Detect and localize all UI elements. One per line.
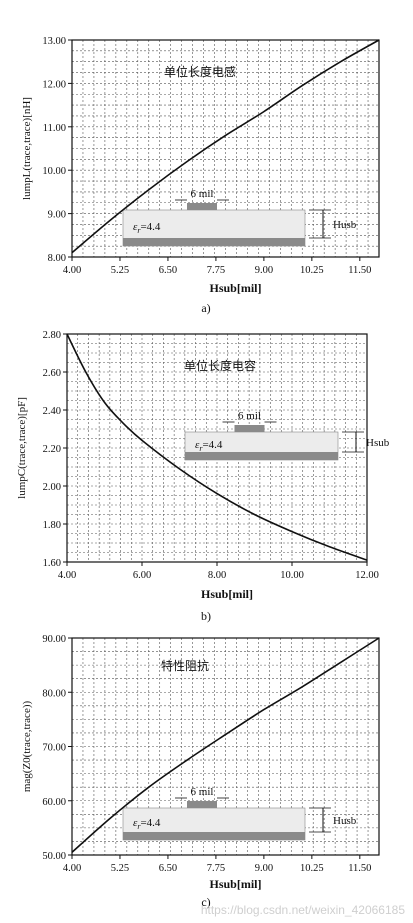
permittivity-label: εr=4.4 [133, 221, 161, 235]
x-tick-label: 10.25 [300, 265, 324, 276]
x-axis-label: Hsub[mil] [209, 281, 261, 295]
stackup-inset: 6 mil εr=4.4 Husb [122, 786, 357, 841]
x-tick-label: 7.75 [207, 265, 225, 276]
y-tick-label: 2.80 [43, 330, 61, 341]
width-label: 6 mil [238, 410, 261, 422]
y-tick-label: 2.00 [43, 482, 61, 493]
x-tick-label: 5.25 [111, 265, 129, 276]
x-axis-label: Hsub[mil] [201, 587, 253, 601]
ground-plane [123, 238, 305, 246]
y-axis-label: lumpL(trace,trace)[nH] [21, 97, 33, 200]
y-tick-label: 50.00 [42, 851, 66, 862]
height-label: Hsub [366, 437, 390, 449]
chart-3: 50.00 60.00 70.00 80.00 90.00 4.00 5.25 6.50 7.7… [21, 634, 380, 909]
y-tick-label: 1.80 [43, 520, 61, 531]
chart-1: 8.00 9.00 10.00 11.00 12.00 13.00 4.00 5.25 6.50… [21, 36, 380, 315]
y-tick-label: 60.00 [42, 797, 66, 808]
chart-title: 单位长度电感 [164, 64, 236, 79]
y-tick-label: 90.00 [42, 634, 66, 645]
y-axis-label: mag(Z0(trace,trace)) [21, 701, 33, 793]
x-tick-label: 6.00 [133, 570, 151, 581]
stackup-inset: 6 mil εr=4.4 Hsub [184, 410, 390, 461]
x-tick-label: 9.00 [255, 863, 273, 874]
chart-title: 单位长度电容 [184, 358, 256, 373]
plot-frame [71, 39, 380, 258]
watermark: https://blog.csdn.net/weixin_42066185 [200, 903, 405, 917]
chart-2: 1.60 1.80 2.00 2.20 2.40 2.60 2.80 4.00 6.00 8.00… [16, 330, 390, 623]
y-tick-label: 80.00 [42, 688, 66, 699]
x-tick-label: 4.00 [63, 265, 81, 276]
y-tick-label: 2.60 [43, 368, 61, 379]
trace-conductor [187, 203, 217, 210]
x-tick-label: 4.00 [63, 863, 81, 874]
y-tick-label: 11.00 [43, 123, 66, 134]
x-tick-label: 10.25 [300, 863, 324, 874]
series-line [71, 637, 380, 853]
series-line [66, 333, 368, 561]
x-tick-label: 9.00 [255, 265, 273, 276]
figure-caption: a) [201, 301, 210, 315]
x-tick-label: 5.25 [111, 863, 129, 874]
x-tick-label: 12.00 [355, 570, 379, 581]
y-tick-label: 9.00 [48, 210, 66, 221]
x-tick-label: 7.75 [207, 863, 225, 874]
series-line [71, 39, 380, 254]
x-tick-label: 4.00 [58, 570, 76, 581]
figure-caption: c) [201, 895, 210, 909]
trace-conductor [234, 425, 265, 432]
ground-plane [123, 832, 305, 840]
x-tick-label: 8.00 [208, 570, 226, 581]
stackup-inset: 6 mil εr=4.4 Husb [122, 188, 357, 247]
width-label: 6 mil [191, 786, 214, 798]
y-tick-label: 1.60 [43, 558, 61, 569]
width-label: 6 mil [191, 188, 214, 200]
y-tick-label: 8.00 [48, 253, 66, 264]
y-tick-label: 10.00 [42, 166, 66, 177]
trace-conductor [187, 801, 217, 808]
permittivity-label: εr=4.4 [195, 439, 223, 453]
ground-plane [185, 452, 338, 460]
y-tick-label: 13.00 [42, 36, 66, 47]
figure-caption: b) [201, 609, 211, 623]
chart-title: 特性阻抗 [161, 658, 209, 673]
y-tick-label: 70.00 [42, 743, 66, 754]
height-label: Husb [333, 219, 357, 231]
permittivity-label: εr=4.4 [133, 817, 161, 831]
x-tick-label: 6.50 [159, 863, 177, 874]
x-tick-label: 10.00 [280, 570, 304, 581]
x-tick-label: 11.50 [348, 863, 371, 874]
y-axis-label: lumpC(trace,trace)[pF] [16, 397, 28, 499]
y-tick-label: 12.00 [42, 79, 66, 90]
x-tick-label: 11.50 [348, 265, 371, 276]
y-tick-label: 2.40 [43, 406, 61, 417]
y-tick-label: 2.20 [43, 444, 61, 455]
height-label: Husb [333, 815, 357, 827]
x-tick-label: 6.50 [159, 265, 177, 276]
x-axis-label: Hsub[mil] [209, 877, 261, 891]
